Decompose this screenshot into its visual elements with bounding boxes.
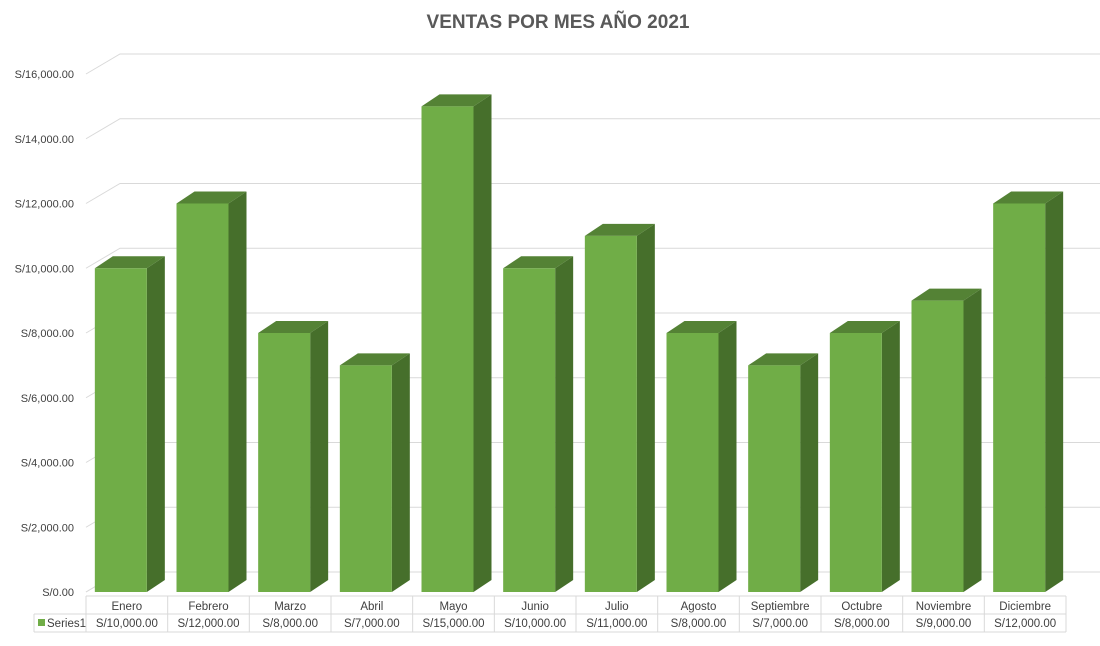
x-tick-label: Octubre <box>841 601 882 613</box>
bar-front <box>339 365 392 592</box>
bar-side <box>555 256 574 592</box>
bar <box>503 256 574 592</box>
x-tick-label: Junio <box>521 601 549 613</box>
bar <box>748 353 819 592</box>
x-tick-label: Enero <box>111 601 142 613</box>
bar-side <box>1045 191 1064 592</box>
data-label: S/8,000.00 <box>671 618 727 630</box>
data-label: S/9,000.00 <box>916 618 972 630</box>
bar-side <box>718 321 737 592</box>
bar <box>258 321 329 592</box>
chart-title: VENTAS POR MES AÑO 2021 <box>427 11 690 33</box>
bar <box>911 288 982 592</box>
bar-front <box>94 268 147 592</box>
bar-top <box>584 223 655 236</box>
data-label: S/7,000.00 <box>344 618 400 630</box>
gridline <box>85 183 1100 204</box>
y-axis-ticks: S/0.00 S/2,000.00 S/4,000.00 S/6,000.00 S/8,… <box>15 69 74 599</box>
bar <box>584 223 655 592</box>
data-label: S/12,000.00 <box>994 618 1056 630</box>
data-table: Enero S/10,000.00 Febrero S/12,000.00 Marzo S… <box>33 595 1067 633</box>
bar-side <box>473 94 492 592</box>
bar <box>176 191 247 592</box>
data-label: S/11,000.00 <box>586 618 647 630</box>
x-tick-label: Julio <box>605 601 629 613</box>
bar-top <box>258 321 329 333</box>
legend-key <box>38 619 45 626</box>
bar-top <box>339 353 410 366</box>
bar-front <box>748 365 801 592</box>
bar <box>666 321 737 592</box>
x-tick-label: Marzo <box>274 601 306 613</box>
data-label: S/10,000.00 <box>96 618 158 630</box>
bar-top <box>503 256 574 269</box>
data-label: S/7,000.00 <box>752 618 808 630</box>
x-tick-label: Diciembre <box>999 601 1051 613</box>
data-label: S/15,000.00 <box>422 618 484 630</box>
bar-side <box>881 321 900 592</box>
y-tick-label: S/10,000.00 <box>15 263 74 275</box>
bar-top <box>666 321 737 333</box>
data-label: S/8,000.00 <box>262 618 318 630</box>
x-tick-label: Abril <box>360 601 383 613</box>
bar-top <box>94 256 165 269</box>
data-label: S/8,000.00 <box>834 618 890 630</box>
bar-front <box>829 333 882 592</box>
bar-front <box>421 106 474 592</box>
data-label: S/12,000.00 <box>177 618 239 630</box>
series-name: Series1 <box>47 618 86 630</box>
y-tick-label: S/12,000.00 <box>15 199 74 211</box>
x-tick-label: Mayo <box>439 601 467 613</box>
y-tick-label: S/0.00 <box>42 587 74 599</box>
x-tick-label: Febrero <box>188 601 228 613</box>
y-tick-label: S/14,000.00 <box>15 134 74 146</box>
bar-side <box>636 223 655 592</box>
bar <box>339 353 410 592</box>
data-label: S/10,000.00 <box>504 618 566 630</box>
bar-side <box>310 321 329 592</box>
x-tick-label: Septiembre <box>751 601 810 613</box>
bars <box>94 94 1064 592</box>
bar-front <box>258 333 311 592</box>
bar <box>94 256 165 592</box>
bar-top <box>911 288 982 301</box>
bar <box>829 321 900 592</box>
y-tick-label: S/2,000.00 <box>21 522 74 534</box>
bar-top <box>829 321 900 333</box>
y-tick-label: S/16,000.00 <box>15 69 74 81</box>
bar-front <box>666 333 719 592</box>
gridline <box>85 247 1100 269</box>
bar <box>993 191 1064 592</box>
y-tick-label: S/8,000.00 <box>21 328 74 340</box>
bar-side <box>963 288 982 592</box>
bar-side <box>146 256 165 592</box>
bar-side <box>391 353 410 592</box>
bar-top <box>748 353 819 366</box>
gridline <box>85 53 1100 75</box>
x-tick-label: Noviembre <box>916 601 972 613</box>
gridline <box>85 118 1100 140</box>
x-tick-label: Agosto <box>681 601 717 613</box>
bar <box>421 94 492 592</box>
bar-front <box>993 203 1046 592</box>
y-tick-label: S/4,000.00 <box>21 458 74 470</box>
bar-side <box>228 191 247 592</box>
bar-top <box>176 191 247 204</box>
bar-front <box>584 235 637 592</box>
bar-top <box>421 94 492 107</box>
y-tick-label: S/6,000.00 <box>21 393 74 405</box>
bar-top <box>993 191 1064 204</box>
bar-front <box>503 268 556 592</box>
bar-front <box>911 300 964 592</box>
bar-side <box>800 353 819 592</box>
bar-front <box>176 203 229 592</box>
